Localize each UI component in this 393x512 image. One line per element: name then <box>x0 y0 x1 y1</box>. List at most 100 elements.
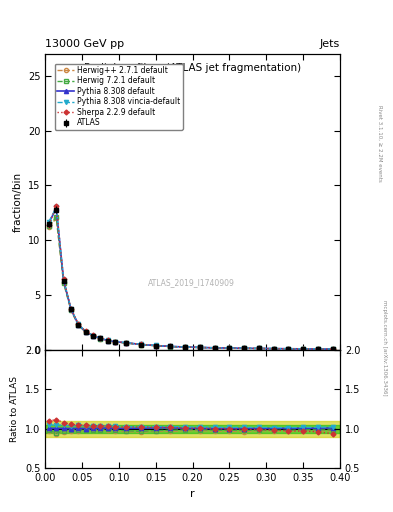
Line: Pythia 8.308 default: Pythia 8.308 default <box>47 206 335 351</box>
Sherpa 2.2.9 default <box>183 344 187 350</box>
Herwig 7.2.1 default <box>286 346 291 352</box>
Herwig 7.2.1 default <box>46 223 51 229</box>
Sherpa 2.2.9 default <box>54 203 59 209</box>
Text: Rivet 3.1.10, ≥ 2.2M events: Rivet 3.1.10, ≥ 2.2M events <box>377 105 382 182</box>
Herwig 7.2.1 default <box>91 333 95 339</box>
Pythia 8.308 default <box>69 306 73 312</box>
Sherpa 2.2.9 default <box>198 345 202 351</box>
Herwig 7.2.1 default <box>242 345 246 351</box>
Pythia 8.308 vincia-default <box>183 344 187 350</box>
Sherpa 2.2.9 default <box>69 306 73 312</box>
Pythia 8.308 vincia-default <box>61 276 66 283</box>
Sherpa 2.2.9 default <box>98 335 103 341</box>
Pythia 8.308 default <box>124 340 129 346</box>
Pythia 8.308 default <box>76 322 81 328</box>
Sherpa 2.2.9 default <box>330 346 335 352</box>
Pythia 8.308 vincia-default <box>301 346 305 352</box>
Pythia 8.308 vincia-default <box>105 337 110 344</box>
Sherpa 2.2.9 default <box>113 338 118 345</box>
Herwig++ 2.7.1 default <box>198 345 202 351</box>
Text: mcplots.cern.ch [arXiv:1306.3436]: mcplots.cern.ch [arXiv:1306.3436] <box>382 301 387 396</box>
Pythia 8.308 default <box>61 278 66 284</box>
Sherpa 2.2.9 default <box>124 339 129 346</box>
Sherpa 2.2.9 default <box>227 345 232 351</box>
Herwig 7.2.1 default <box>61 280 66 286</box>
Pythia 8.308 vincia-default <box>69 306 73 312</box>
Herwig++ 2.7.1 default <box>54 215 59 221</box>
Pythia 8.308 vincia-default <box>330 346 335 352</box>
Pythia 8.308 default <box>271 346 276 352</box>
Pythia 8.308 vincia-default <box>257 346 261 352</box>
Herwig 7.2.1 default <box>139 342 143 348</box>
Herwig++ 2.7.1 default <box>139 342 143 348</box>
Pythia 8.308 vincia-default <box>242 345 246 351</box>
Pythia 8.308 default <box>153 343 158 349</box>
Text: Radial profile ρ (ATLAS jet fragmentation): Radial profile ρ (ATLAS jet fragmentatio… <box>84 62 301 73</box>
Pythia 8.308 default <box>46 220 51 226</box>
Sherpa 2.2.9 default <box>61 276 66 282</box>
Herwig++ 2.7.1 default <box>76 322 81 328</box>
Pythia 8.308 vincia-default <box>76 321 81 327</box>
Herwig 7.2.1 default <box>76 322 81 328</box>
Pythia 8.308 default <box>330 346 335 352</box>
Herwig++ 2.7.1 default <box>61 280 66 286</box>
Herwig 7.2.1 default <box>69 307 73 313</box>
Pythia 8.308 vincia-default <box>113 338 118 345</box>
Herwig 7.2.1 default <box>83 329 88 335</box>
Pythia 8.308 vincia-default <box>124 339 129 346</box>
Herwig 7.2.1 default <box>168 344 173 350</box>
Sherpa 2.2.9 default <box>46 222 51 228</box>
Herwig 7.2.1 default <box>330 346 335 352</box>
Herwig++ 2.7.1 default <box>242 345 246 351</box>
Herwig 7.2.1 default <box>54 214 59 220</box>
Bar <box>45 421 340 437</box>
Herwig 7.2.1 default <box>212 345 217 351</box>
Line: Sherpa 2.2.9 default: Sherpa 2.2.9 default <box>47 204 334 351</box>
Herwig 7.2.1 default <box>153 343 158 349</box>
Pythia 8.308 default <box>301 346 305 352</box>
Pythia 8.308 default <box>83 329 88 335</box>
Pythia 8.308 default <box>257 346 261 352</box>
Pythia 8.308 default <box>183 344 187 350</box>
Herwig++ 2.7.1 default <box>212 345 217 351</box>
Herwig++ 2.7.1 default <box>316 346 320 352</box>
Sherpa 2.2.9 default <box>286 346 291 352</box>
Line: Pythia 8.308 vincia-default: Pythia 8.308 vincia-default <box>47 205 335 351</box>
X-axis label: r: r <box>190 489 195 499</box>
Herwig++ 2.7.1 default <box>330 346 335 352</box>
Pythia 8.308 vincia-default <box>316 346 320 352</box>
Herwig++ 2.7.1 default <box>301 346 305 352</box>
Line: Herwig 7.2.1 default: Herwig 7.2.1 default <box>47 215 335 351</box>
Herwig 7.2.1 default <box>98 335 103 342</box>
Sherpa 2.2.9 default <box>168 344 173 350</box>
Herwig++ 2.7.1 default <box>91 333 95 339</box>
Herwig 7.2.1 default <box>198 345 202 351</box>
Pythia 8.308 default <box>113 338 118 345</box>
Pythia 8.308 default <box>227 345 232 351</box>
Herwig++ 2.7.1 default <box>98 336 103 342</box>
Herwig++ 2.7.1 default <box>153 343 158 349</box>
Pythia 8.308 default <box>316 346 320 352</box>
Pythia 8.308 vincia-default <box>198 345 202 351</box>
Sherpa 2.2.9 default <box>139 342 143 348</box>
Pythia 8.308 vincia-default <box>46 219 51 225</box>
Herwig 7.2.1 default <box>183 344 187 350</box>
Pythia 8.308 vincia-default <box>212 345 217 351</box>
Pythia 8.308 default <box>91 333 95 339</box>
Sherpa 2.2.9 default <box>83 328 88 334</box>
Herwig++ 2.7.1 default <box>271 346 276 352</box>
Herwig 7.2.1 default <box>124 340 129 346</box>
Herwig++ 2.7.1 default <box>105 338 110 344</box>
Herwig++ 2.7.1 default <box>183 344 187 350</box>
Text: Jets: Jets <box>320 38 340 49</box>
Pythia 8.308 vincia-default <box>98 335 103 342</box>
Herwig++ 2.7.1 default <box>168 344 173 350</box>
Line: Herwig++ 2.7.1 default: Herwig++ 2.7.1 default <box>47 216 335 351</box>
Sherpa 2.2.9 default <box>153 343 158 349</box>
Pythia 8.308 vincia-default <box>227 345 232 351</box>
Pythia 8.308 default <box>98 335 103 342</box>
Herwig++ 2.7.1 default <box>69 307 73 313</box>
Bar <box>45 425 340 433</box>
Herwig 7.2.1 default <box>301 346 305 352</box>
Pythia 8.308 default <box>242 345 246 351</box>
